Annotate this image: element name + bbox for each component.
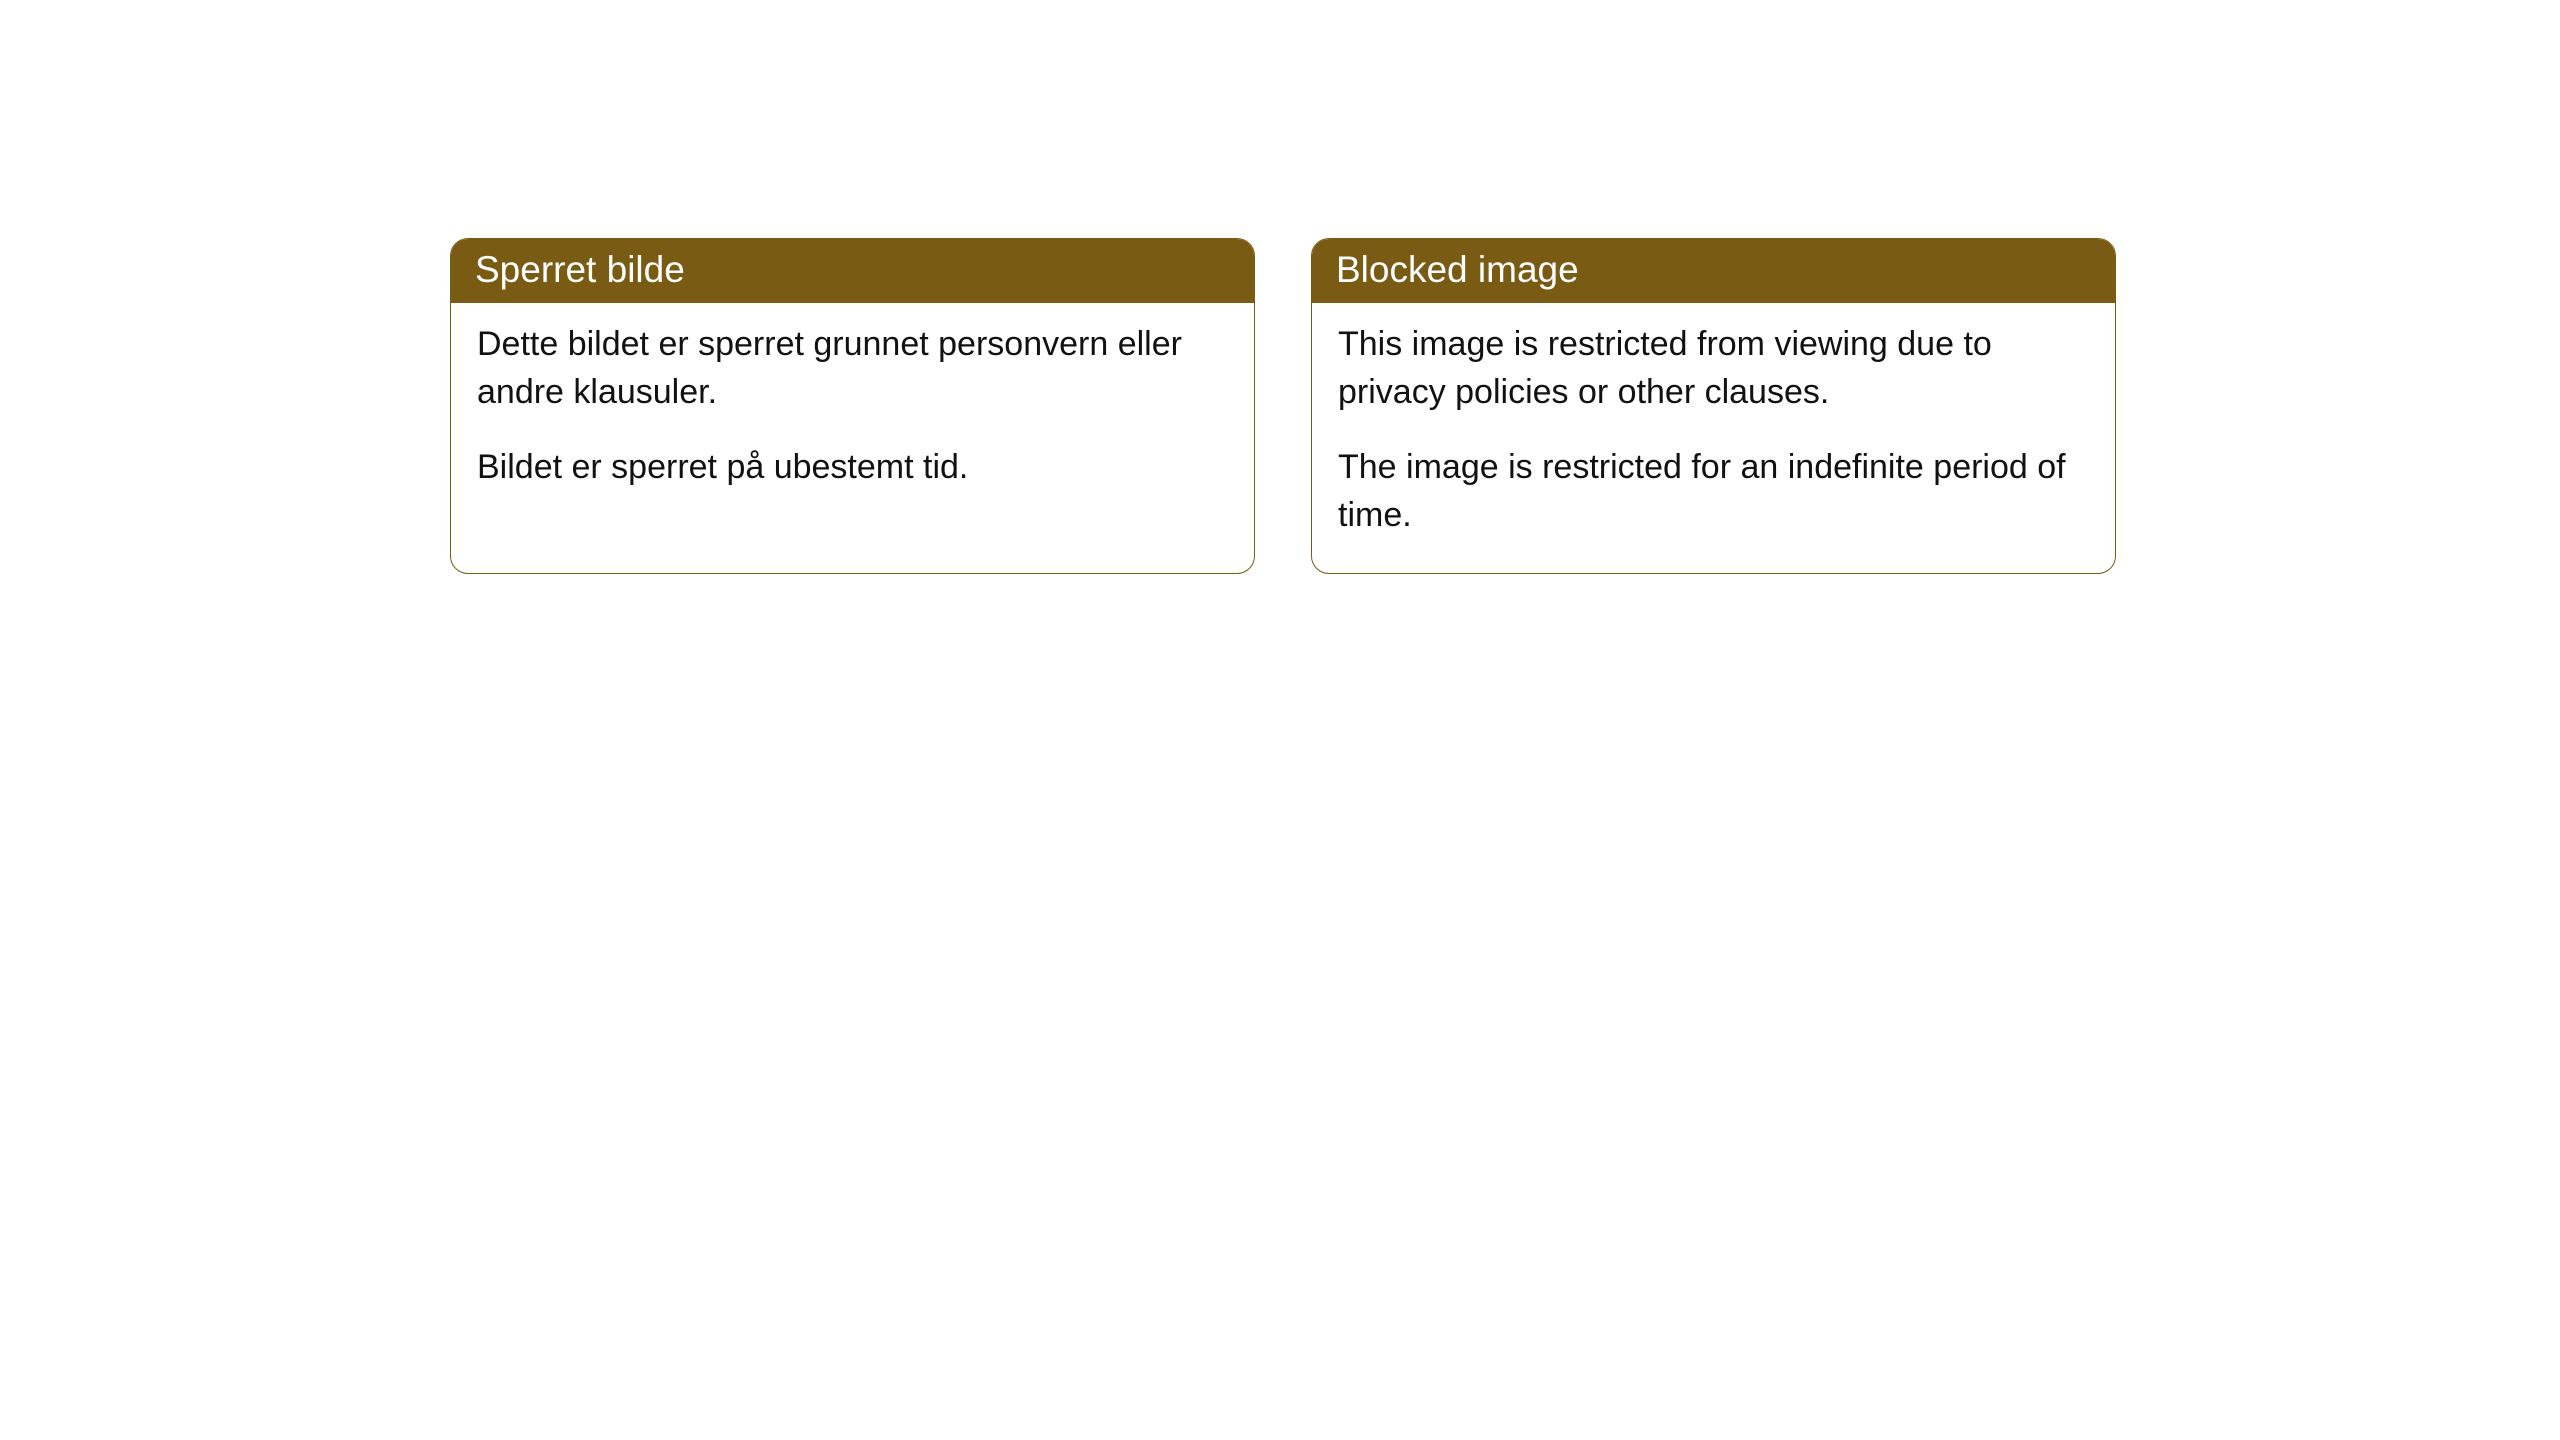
card-paragraph: The image is restricted for an indefinit…	[1338, 444, 2089, 539]
notice-card-norwegian: Sperret bilde Dette bildet er sperret gr…	[450, 238, 1255, 574]
card-title: Blocked image	[1312, 239, 2115, 303]
card-paragraph: Dette bildet er sperret grunnet personve…	[477, 321, 1228, 416]
card-paragraph: This image is restricted from viewing du…	[1338, 321, 2089, 416]
notice-cards-container: Sperret bilde Dette bildet er sperret gr…	[450, 238, 2116, 574]
notice-card-english: Blocked image This image is restricted f…	[1311, 238, 2116, 574]
card-body: Dette bildet er sperret grunnet personve…	[451, 303, 1254, 526]
card-paragraph: Bildet er sperret på ubestemt tid.	[477, 444, 1228, 492]
card-body: This image is restricted from viewing du…	[1312, 303, 2115, 573]
card-title: Sperret bilde	[451, 239, 1254, 303]
